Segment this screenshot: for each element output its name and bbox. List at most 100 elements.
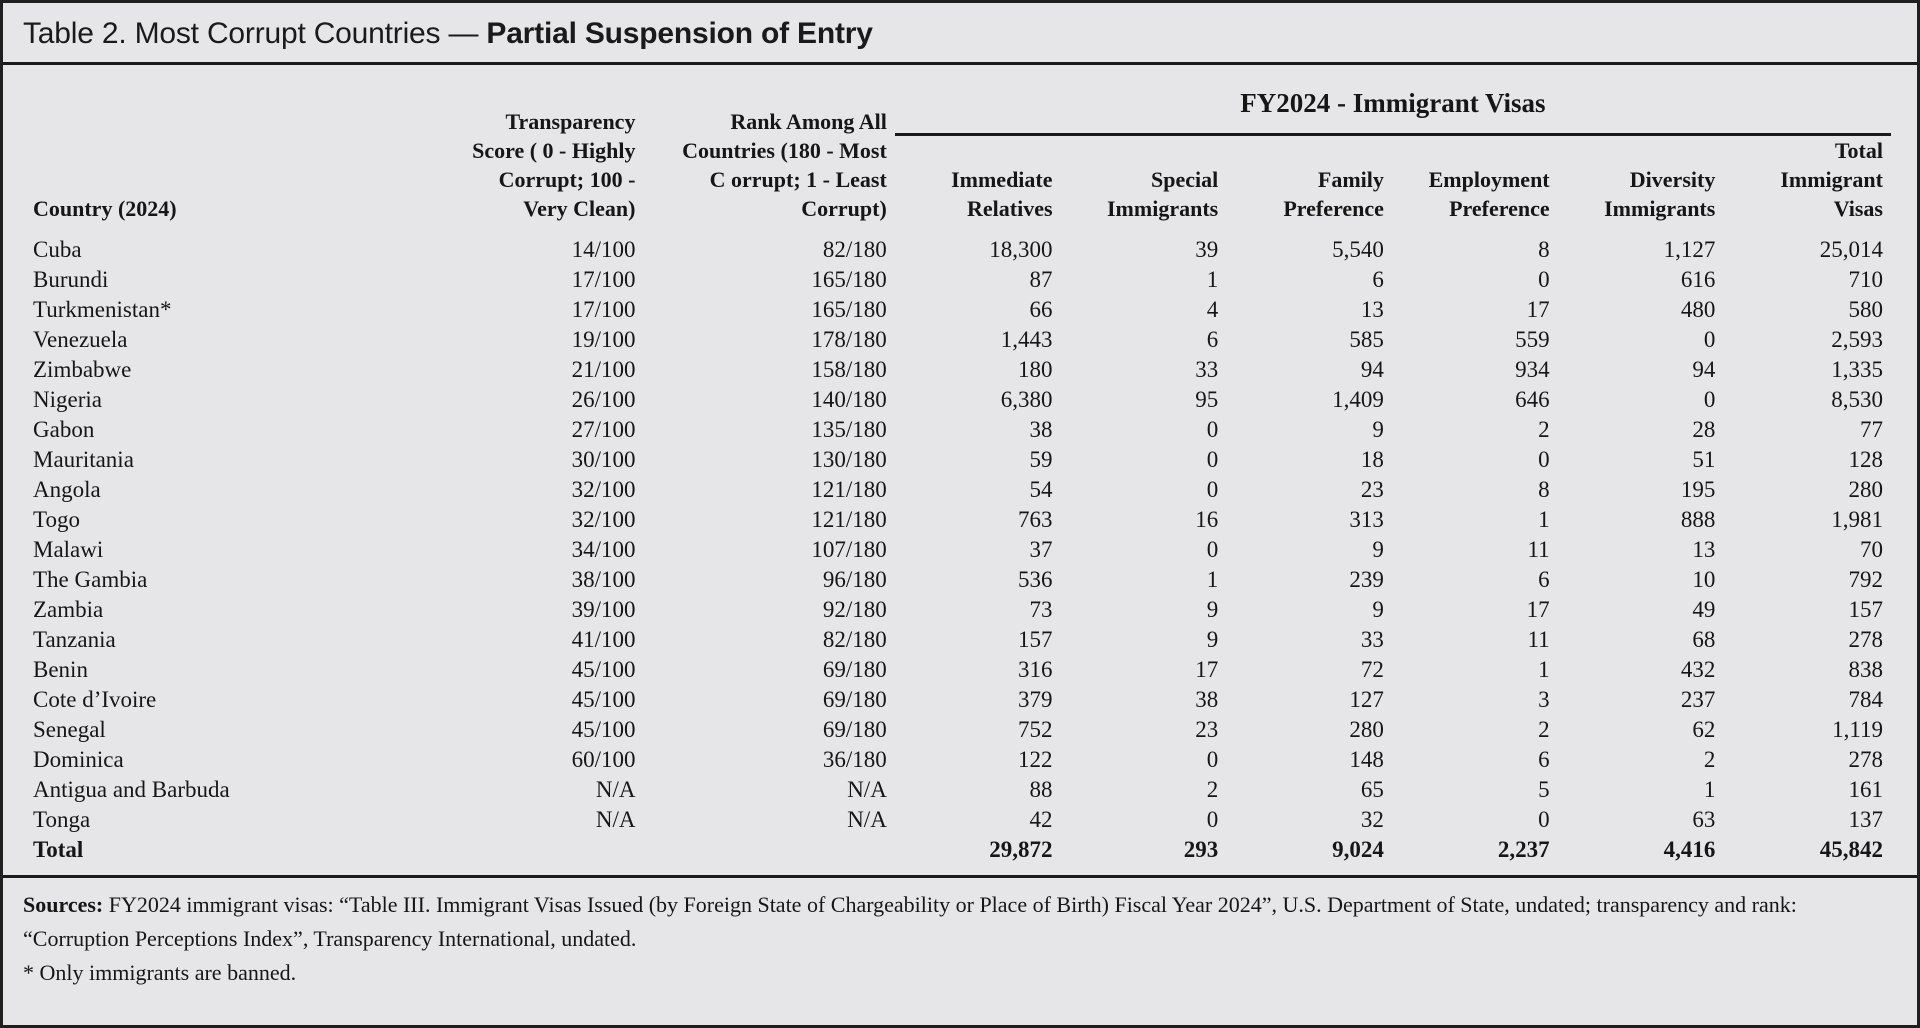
value-cell: 10 [1692,567,1716,592]
value-cell: 87 [1029,267,1053,292]
value-cell: 2,593 [1831,327,1883,352]
value-cell: 2 [1538,417,1550,442]
value-cell: 137 [1848,807,1884,832]
value-cell: 165/180 [811,267,887,292]
value-cell: 37 [1029,537,1053,562]
country-cell: Burundi [33,267,109,292]
value-cell: 0 [1538,807,1550,832]
value-cell: 1,443 [1000,327,1053,352]
value-cell: 616 [1680,267,1716,292]
footnote: * Only immigrants are banned. [23,960,297,985]
footer-divider [3,875,1917,878]
value-cell: 121/180 [811,477,887,502]
value-cell: 195 [1680,477,1716,502]
value-cell: 68 [1692,627,1716,652]
value-cell: 1,409 [1332,387,1384,412]
table-row: Malawi 34/100 107/180 37 0 9 11 13 70 [29,535,1891,565]
value-cell: 11 [1527,627,1550,652]
value-cell: 1 [1538,507,1550,532]
value-cell: 69/180 [822,657,887,682]
value-cell: 934 [1515,357,1550,382]
value-cell: 6 [1372,267,1384,292]
value-cell: 34/100 [571,537,636,562]
country-cell: Zambia [33,597,104,622]
value-cell: 157 [1848,597,1884,622]
value-cell: 6,380 [1000,387,1053,412]
value-cell: 21/100 [571,357,636,382]
value-cell: 107/180 [811,537,887,562]
value-cell: 9,024 [1332,837,1384,862]
value-cell: 888 [1680,507,1716,532]
sources-block: Sources: FY2024 immigrant visas: “Table … [3,878,1917,990]
value-cell: 1,981 [1831,507,1883,532]
col-header-country: Country (2024) [33,196,177,221]
value-cell: 11 [1527,537,1550,562]
value-cell: 32/100 [571,477,636,502]
value-cell: 280 [1349,717,1384,742]
value-cell: 26/100 [571,387,636,412]
col-header-employment-preference: Employment Preference [1428,167,1550,221]
value-cell: 752 [1018,717,1053,742]
footer-spacer [3,865,1917,875]
value-cell: 2,237 [1497,837,1550,862]
value-cell: 792 [1848,567,1884,592]
value-cell: 92/180 [822,597,887,622]
value-cell: 1 [1206,567,1219,592]
value-cell: 6 [1538,747,1550,772]
table-row: The Gambia 38/100 96/180 536 1 239 6 10 792 [29,565,1891,595]
table-body: Cuba 14/100 82/180 18,300 39 5,540 8 1,127 25,01… [29,235,1891,865]
value-cell: 65 [1360,777,1384,802]
value-cell: 313 [1349,507,1384,532]
value-cell: 62 [1692,717,1716,742]
value-cell: 96/180 [822,567,887,592]
value-cell: 94 [1360,357,1384,382]
value-cell: 66 [1029,297,1053,322]
table-row: Benin 45/100 69/180 316 17 72 1 432 838 [29,655,1891,685]
value-cell: 70 [1860,537,1883,562]
sources-text: Sources: FY2024 immigrant visas: “Table … [23,888,1897,956]
value-cell [643,835,894,865]
table-row: Tanzania 41/100 82/180 157 9 33 11 68 278 [29,625,1891,655]
col-header-rank: Rank Among All Countries (180 - Most C o… [682,109,887,221]
value-cell: 158/180 [811,357,887,382]
value-cell: 1,335 [1831,357,1883,382]
value-cell: 121/180 [811,507,887,532]
value-cell: 178/180 [811,327,887,352]
value-cell: 784 [1848,687,1884,712]
table-row: Senegal 45/100 69/180 752 23 280 2 62 1,119 [29,715,1891,745]
value-cell: 45/100 [571,657,636,682]
value-cell: 0 [1206,477,1219,502]
sources-label: Sources: [23,892,104,917]
value-cell: 27/100 [571,417,636,442]
table-row: Angola 32/100 121/180 54 0 23 8 195 280 [29,475,1891,505]
sub-header-row: Immediate Relatives Special Immigrants F… [29,135,1891,236]
value-cell: 710 [1848,267,1884,292]
value-cell: N/A [595,777,636,802]
table-container: Country (2024) Transparency Score ( 0 - … [29,65,1891,865]
data-table: Country (2024) Transparency Score ( 0 - … [29,65,1891,865]
value-cell: 1,127 [1663,237,1716,262]
value-cell: 280 [1848,477,1884,502]
country-cell: Tonga [33,807,91,832]
value-cell: 0 [1538,447,1550,472]
country-cell: Gabon [33,417,95,442]
value-cell: 239 [1349,567,1384,592]
value-cell: 1 [1703,777,1716,802]
value-cell: 148 [1349,747,1384,772]
table-row: Mauritania 30/100 130/180 59 0 18 0 51 128 [29,445,1891,475]
value-cell: 32/100 [571,507,636,532]
table-row: Venezuela 19/100 178/180 1,443 6 585 559 0 2,593 [29,325,1891,355]
country-cell: Antigua and Barbuda [33,777,230,802]
country-cell: Mauritania [33,447,134,472]
table-row: Zambia 39/100 92/180 73 9 9 17 49 157 [29,595,1891,625]
country-cell: The Gambia [33,567,148,592]
value-cell: 18,300 [989,237,1053,262]
country-cell: Benin [33,657,88,682]
value-cell: 42 [1029,807,1053,832]
value-cell: 8 [1538,237,1550,262]
value-cell: 5,540 [1332,237,1384,262]
value-cell: 95 [1195,387,1219,412]
value-cell: 5 [1538,777,1550,802]
value-cell: 38/100 [571,567,636,592]
